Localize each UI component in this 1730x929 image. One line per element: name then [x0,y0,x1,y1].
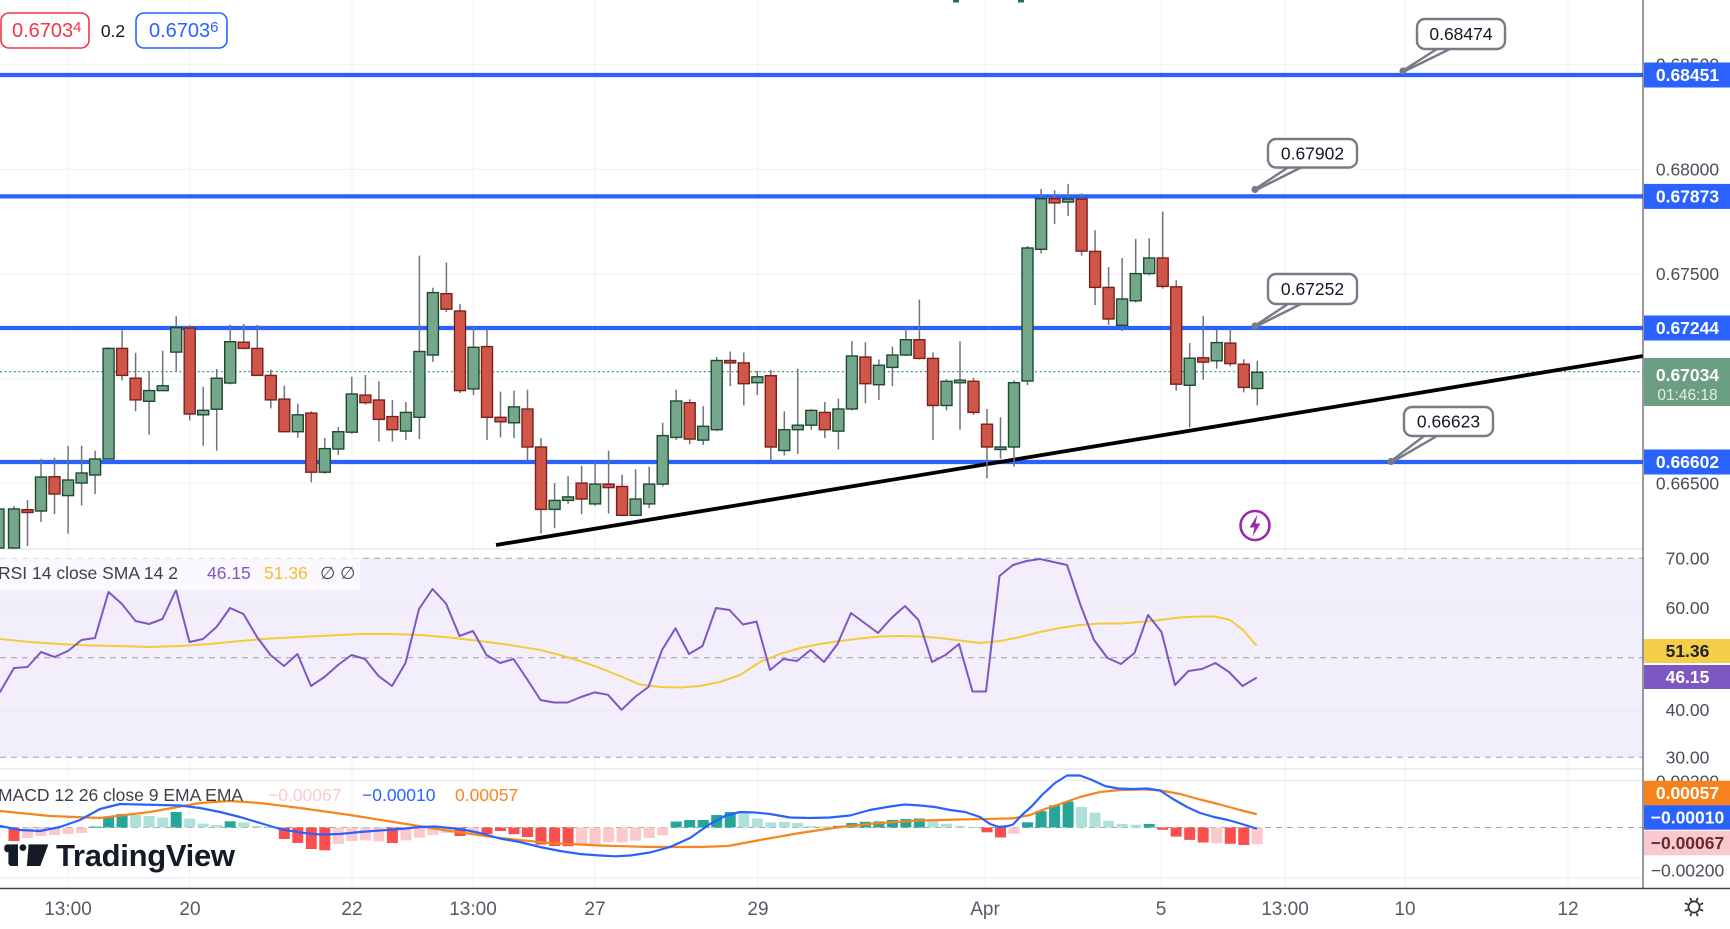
svg-text:29: 29 [747,899,768,920]
svg-text:0.00057: 0.00057 [455,785,518,805]
svg-text:Apr: Apr [970,899,1000,920]
svg-text:46.15: 46.15 [207,563,251,583]
svg-text:0.67500: 0.67500 [1656,264,1720,284]
svg-text:∅ ∅: ∅ ∅ [320,563,355,583]
svg-text:70.00: 70.00 [1666,548,1710,568]
svg-text:22: 22 [341,899,362,920]
svg-text:5: 5 [1156,899,1167,920]
svg-text:0.67902: 0.67902 [1281,143,1344,163]
svg-text:0.00057: 0.00057 [1656,783,1719,803]
svg-text:0.67036: 0.67036 [149,19,219,42]
svg-text:60.00: 60.00 [1666,598,1710,618]
svg-text:0.66500: 0.66500 [1656,473,1720,493]
svg-text:01:46:18: 01:46:18 [1657,387,1717,404]
svg-text:12: 12 [1557,899,1578,920]
svg-text:20: 20 [179,899,200,920]
svg-text:−0.00200: −0.00200 [1651,861,1725,881]
svg-text:13:00: 13:00 [44,899,92,920]
svg-text:40.00: 40.00 [1666,700,1710,720]
svg-text:27: 27 [584,899,605,920]
svg-text:−0.00010: −0.00010 [1651,808,1725,828]
svg-text:0.67034: 0.67034 [12,19,82,42]
svg-text:30.00: 30.00 [1666,747,1710,767]
svg-text:0.67252: 0.67252 [1281,279,1344,299]
svg-text:TradingView: TradingView [56,838,236,873]
svg-text:0.68451: 0.68451 [1656,65,1720,85]
svg-text:10: 10 [1394,899,1415,920]
svg-text:0.67873: 0.67873 [1656,186,1720,206]
svg-text:RSI 14 close SMA 14 2: RSI 14 close SMA 14 2 [0,563,178,583]
svg-text:51.36: 51.36 [264,563,308,583]
svg-text:13:00: 13:00 [1261,899,1309,920]
svg-text:−0.00067: −0.00067 [1651,833,1724,853]
svg-text:0.2: 0.2 [101,21,125,41]
svg-text:0.66623: 0.66623 [1417,412,1480,432]
svg-text:−0.00010: −0.00010 [362,785,436,805]
svg-text:−0.00067: −0.00067 [268,785,341,805]
svg-text:0.67244: 0.67244 [1656,318,1720,338]
svg-text:51.36: 51.36 [1666,641,1710,661]
svg-text:46.15: 46.15 [1666,667,1710,687]
svg-text:0.66602: 0.66602 [1656,452,1720,472]
svg-text:0.68474: 0.68474 [1429,24,1493,44]
svg-text:13:00: 13:00 [449,899,497,920]
svg-text:0.68000: 0.68000 [1656,159,1720,179]
svg-text:MACD 12 26 close 9 EMA EMA: MACD 12 26 close 9 EMA EMA [0,785,243,805]
svg-text:0.67034: 0.67034 [1656,365,1720,385]
